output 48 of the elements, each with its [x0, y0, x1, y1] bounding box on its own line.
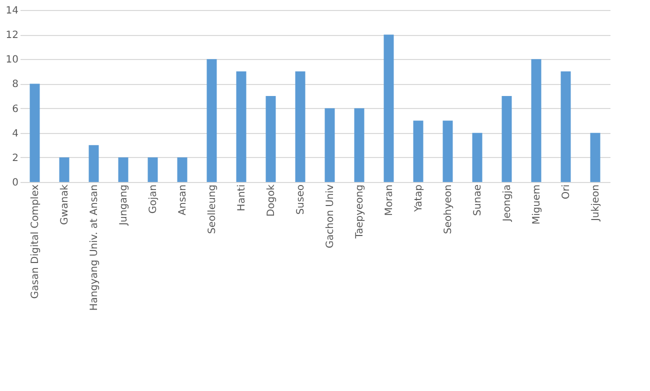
x-tick-label: Jukjeon	[590, 184, 602, 222]
x-tick-label: Dogok	[266, 184, 277, 217]
x-tick-label: Gwanak	[59, 184, 70, 225]
x-tick-label: Miguem	[531, 184, 542, 224]
bar	[413, 120, 424, 182]
x-tick-label: Gojan	[148, 184, 159, 214]
bar	[354, 108, 364, 182]
y-tick-label: 2	[12, 152, 18, 164]
x-tick-label: Suseo	[295, 184, 306, 215]
x-tick-label: Hangyang Univ. at Ansan	[88, 184, 100, 311]
bar	[59, 157, 70, 182]
bar	[502, 96, 512, 182]
x-tick-label: Seolleung	[206, 184, 218, 234]
x-tick-label: Ori	[560, 184, 572, 200]
x-tick-label: Jungang	[118, 184, 130, 226]
y-tick-label: 12	[6, 30, 18, 42]
bar	[177, 157, 188, 182]
x-tick-label: Yatap	[413, 184, 424, 213]
bar	[472, 132, 482, 182]
x-tick-label: Moran	[384, 184, 395, 216]
x-tick-label: Sunae	[472, 184, 484, 216]
bar	[88, 145, 99, 182]
y-tick-label: 10	[6, 54, 18, 66]
x-tick-label: Ansan	[177, 184, 188, 216]
bar	[236, 71, 246, 182]
y-tick-label: 8	[12, 79, 18, 90]
bar	[324, 108, 335, 182]
bar	[531, 59, 542, 182]
x-tick-label: Hanti	[236, 184, 248, 212]
y-tick-label: 14	[6, 6, 18, 16]
bar	[560, 71, 571, 182]
bar	[118, 157, 128, 182]
bar	[590, 132, 600, 182]
x-tick-label: Gasan Digital Complex	[30, 184, 41, 299]
y-tick-label: 4	[12, 128, 18, 140]
bar	[384, 34, 394, 182]
x-tick-label: Jeongja	[502, 184, 513, 222]
bar	[442, 120, 453, 182]
bar	[30, 84, 40, 182]
bar	[266, 96, 276, 182]
x-tick-label: Gachon Univ	[324, 184, 336, 248]
y-tick-label: 0	[12, 178, 18, 188]
y-tick-label: 6	[12, 104, 18, 115]
x-tick-label: Taepyeong	[354, 184, 366, 240]
bar	[206, 59, 217, 182]
bar	[295, 71, 306, 182]
x-tick-label: Seohyeon	[442, 184, 454, 234]
bar	[148, 157, 158, 182]
